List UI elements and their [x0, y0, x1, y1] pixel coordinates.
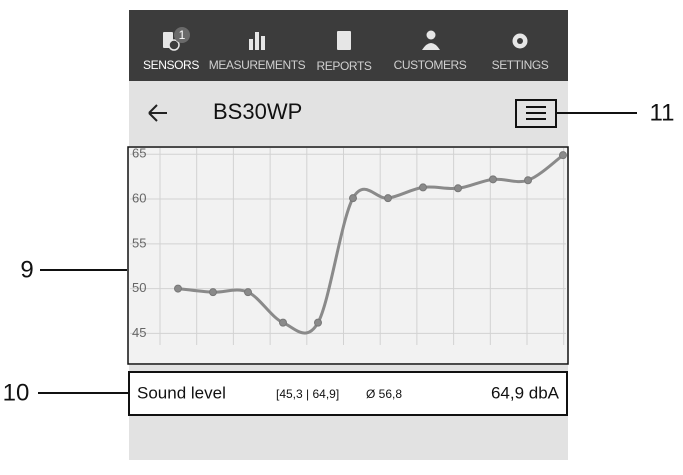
nav-tab[interactable]: MEASUREMENTS [209, 58, 306, 72]
back-button[interactable] [148, 104, 167, 122]
summary-average: Ø 56,8 [366, 387, 402, 401]
nav-tab[interactable]: CUSTOMERS [394, 58, 468, 72]
point [349, 194, 357, 203]
point [209, 288, 217, 297]
reports-icon[interactable] [337, 31, 351, 50]
point [419, 183, 427, 192]
header-bar [129, 81, 568, 146]
summary-label: Sound level [137, 383, 226, 402]
sensors-icon-gear [168, 39, 180, 51]
nav-tab[interactable]: REPORTS [317, 59, 373, 73]
y-tick-label: 50 [132, 280, 146, 295]
summary-current: 64,9 dbA [491, 383, 560, 402]
point [559, 151, 567, 160]
badge-count: 1 [179, 28, 186, 42]
menu-button[interactable] [515, 99, 557, 128]
badge [174, 27, 190, 43]
customers-icon[interactable] [426, 30, 436, 40]
y-tick-label: 45 [132, 325, 146, 340]
header-title: BS30WP [213, 99, 302, 124]
summary-box [128, 371, 568, 416]
point [524, 176, 532, 185]
callout: 9 [20, 256, 33, 283]
nav-tab[interactable]: SETTINGS [492, 58, 550, 72]
footer-area [129, 416, 568, 460]
nav-icons [163, 30, 528, 51]
y-tick-label: 60 [132, 190, 146, 205]
menu-icon [526, 106, 546, 120]
measurements-icon [255, 32, 259, 50]
point [279, 318, 287, 327]
summary-range: [45,3 | 64,9] [276, 387, 339, 401]
point [384, 194, 392, 203]
point [244, 288, 252, 297]
settings-icon-hole [517, 38, 523, 44]
callout: 10 [3, 379, 30, 406]
measurements-icon [261, 36, 265, 50]
y-tick-label: 55 [132, 235, 146, 250]
plot: 45 50 55 60 65 [130, 146, 567, 345]
nav-tab[interactable]: SENSORS [143, 58, 200, 72]
point [454, 184, 462, 193]
callout: 11 [650, 99, 675, 126]
spacer [129, 365, 568, 371]
point [489, 175, 497, 184]
y-tick-label: 65 [132, 146, 146, 161]
point [314, 318, 322, 327]
chart-frame [127, 146, 569, 365]
measurements-icon[interactable] [249, 39, 253, 50]
customers-icon-body [422, 43, 440, 50]
point [174, 284, 182, 293]
